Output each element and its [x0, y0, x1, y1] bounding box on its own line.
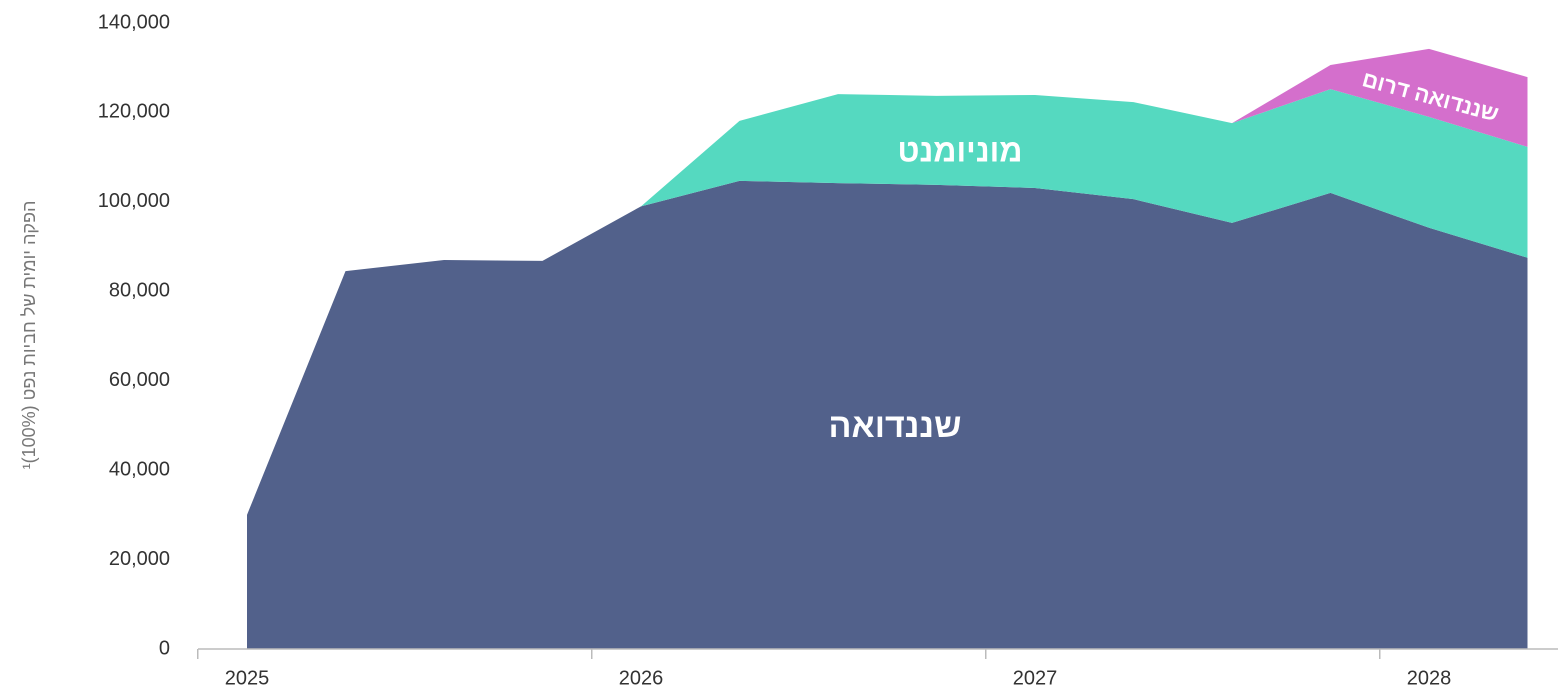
y-tick-label: 20,000	[109, 548, 170, 570]
series-label: שננדואה	[829, 407, 962, 445]
x-tick-label: 2025	[225, 667, 270, 689]
y-tick-label: 80,000	[109, 280, 170, 302]
area	[641, 89, 1528, 258]
y-tick-label: 60,000	[109, 369, 170, 391]
series-label: מוניומנט	[897, 132, 1022, 168]
y-tick-label: 120,000	[98, 101, 170, 123]
x-tick-label: 2027	[1013, 667, 1058, 689]
y-tick-label: 140,000	[98, 11, 170, 33]
x-tick-label: 2026	[619, 667, 664, 689]
y-tick-label: 100,000	[98, 190, 170, 212]
y-axis-label: הפקה יומית של חביות נפט (100%)¹	[19, 201, 39, 470]
y-tick-label: 40,000	[109, 458, 170, 480]
area	[247, 180, 1528, 649]
y-tick-label: 0	[159, 637, 170, 659]
x-tick-label: 2028	[1407, 667, 1452, 689]
area	[1232, 48, 1528, 147]
